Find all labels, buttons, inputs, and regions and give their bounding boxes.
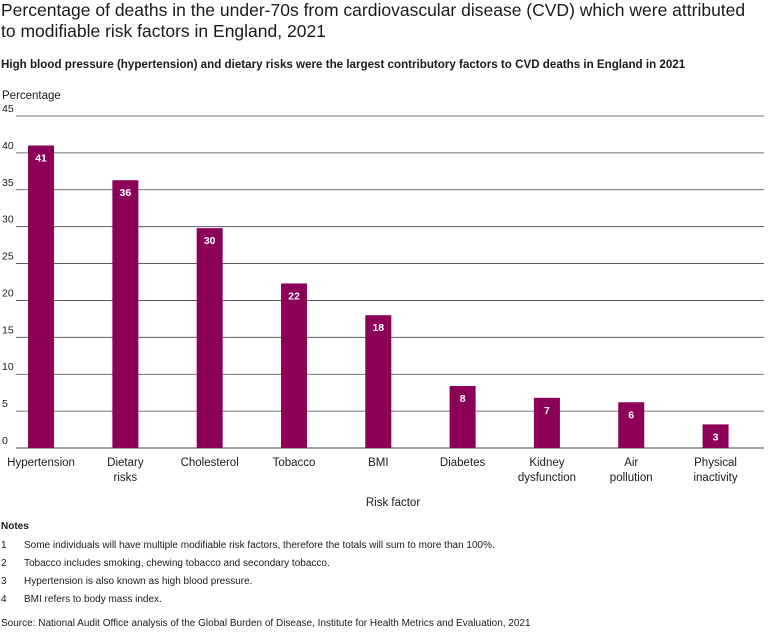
source-note: Source: National Audit Office analysis o… bbox=[1, 618, 531, 629]
x-tick-label: Dietary bbox=[107, 457, 144, 469]
y-tick-label: 15 bbox=[2, 324, 14, 336]
y-tick-label: 20 bbox=[2, 287, 14, 299]
note-item: 2 Tobacco includes smoking, chewing toba… bbox=[1, 554, 761, 572]
note-number: 2 bbox=[1, 557, 7, 569]
x-tick-label: Cholesterol bbox=[181, 457, 239, 469]
bar-data-label: 30 bbox=[204, 235, 216, 247]
chart-title: Percentage of deaths in the under-70s fr… bbox=[1, 0, 746, 41]
x-tick-label: Diabetes bbox=[440, 457, 486, 469]
note-text: Some individuals will have multiple modi… bbox=[24, 539, 495, 551]
notes-section: Notes 1 Some individuals will have multi… bbox=[1, 521, 761, 608]
x-tick-label: Air bbox=[624, 457, 638, 469]
bar bbox=[365, 315, 392, 448]
x-tick-label: risks bbox=[114, 472, 138, 484]
bar-data-label: 8 bbox=[460, 393, 466, 405]
note-item: 3 Hypertension is also known as high blo… bbox=[1, 572, 761, 590]
note-item: 4 BMI refers to body mass index. bbox=[1, 590, 761, 608]
bar bbox=[618, 402, 645, 448]
notes-heading: Notes bbox=[1, 521, 29, 532]
y-tick-label: 45 bbox=[2, 103, 14, 115]
x-tick-label: Tobacco bbox=[273, 457, 316, 469]
bar bbox=[280, 283, 307, 448]
note-number: 3 bbox=[1, 575, 7, 587]
y-tick-label: 5 bbox=[2, 398, 8, 410]
y-tick-label: 35 bbox=[2, 177, 14, 189]
bar-data-label: 7 bbox=[544, 405, 550, 417]
y-tick-label: 25 bbox=[2, 251, 14, 263]
bar bbox=[533, 397, 560, 448]
x-tick-label: inactivity bbox=[693, 472, 737, 484]
bar bbox=[196, 228, 223, 448]
chart-subtitle: High blood pressure (hypertension) and d… bbox=[1, 58, 686, 71]
y-tick-label: 30 bbox=[2, 214, 14, 226]
bar bbox=[28, 145, 55, 448]
x-tick-label: pollution bbox=[610, 472, 653, 484]
note-text: Tobacco includes smoking, chewing tobacc… bbox=[24, 557, 330, 569]
note-number: 4 bbox=[1, 593, 7, 605]
x-axis-label: Risk factor bbox=[366, 497, 420, 509]
note-item: 1 Some individuals will have multiple mo… bbox=[1, 536, 761, 554]
bar bbox=[702, 424, 729, 448]
bar-data-label: 36 bbox=[120, 187, 132, 199]
bar-data-label: 18 bbox=[372, 322, 384, 334]
bar-data-label: 41 bbox=[35, 153, 47, 165]
note-text: BMI refers to body mass index. bbox=[24, 593, 162, 605]
y-tick-label: 0 bbox=[2, 435, 8, 447]
bar bbox=[112, 180, 139, 449]
x-tick-label: Physical bbox=[694, 457, 737, 469]
x-tick-label: BMI bbox=[368, 457, 388, 469]
x-tick-label: dysfunction bbox=[518, 472, 576, 484]
note-number: 1 bbox=[1, 539, 7, 551]
y-axis-label: Percentage bbox=[2, 90, 61, 102]
x-tick-label: Hypertension bbox=[7, 457, 75, 469]
bar-chart: Percentage 0 5 10 15 20 25 30 35 40 45 41 Hypertensi… bbox=[2, 90, 764, 509]
bar-data-label: 22 bbox=[288, 290, 300, 302]
note-text: Hypertension is also known as high blood… bbox=[24, 575, 253, 587]
bar-data-label: 3 bbox=[713, 431, 719, 443]
y-tick-label: 40 bbox=[2, 140, 14, 152]
y-tick-label: 10 bbox=[2, 361, 14, 373]
x-tick-label: Kidney bbox=[529, 457, 564, 469]
bar-data-label: 6 bbox=[628, 409, 634, 421]
bar bbox=[449, 386, 476, 448]
